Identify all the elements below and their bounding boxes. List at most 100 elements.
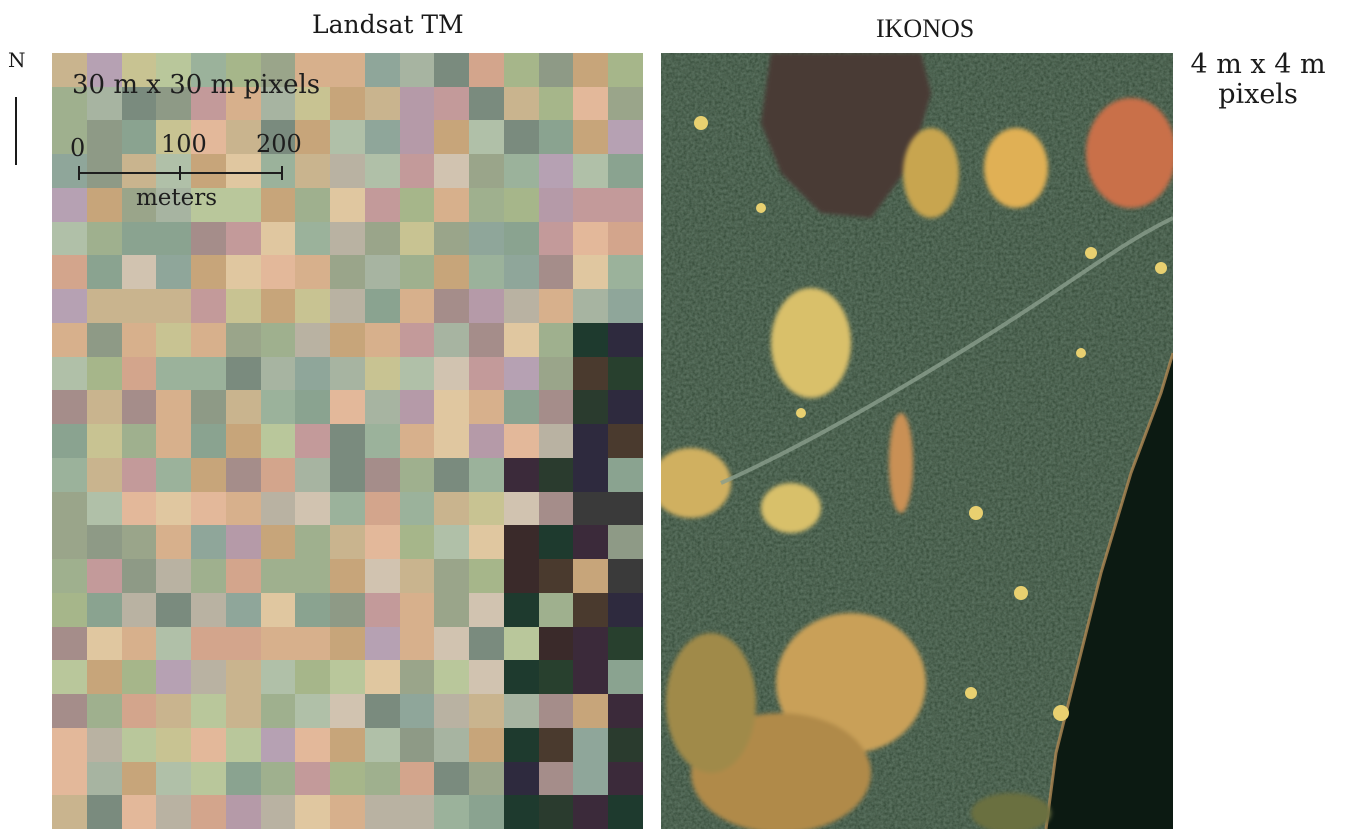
landsat-pixel	[503, 322, 539, 357]
landsat-pixel	[364, 626, 400, 661]
landsat-pixel	[608, 154, 643, 188]
landsat-pixel	[225, 390, 261, 425]
landsat-pixel	[608, 491, 643, 526]
landsat-pixel	[52, 221, 87, 256]
landsat-pixel	[573, 154, 609, 188]
landsat-pixel	[434, 120, 470, 155]
landsat-pixel	[225, 457, 261, 492]
landsat-pixel	[52, 795, 87, 829]
landsat-pixel	[191, 457, 226, 492]
landsat-pixel	[469, 289, 504, 323]
landsat-pixel	[469, 322, 504, 357]
landsat-pixel	[260, 727, 296, 762]
landsat-pixel	[260, 761, 296, 796]
landsat-pixel	[295, 356, 331, 391]
landsat-pixel	[330, 289, 365, 323]
landsat-pixel	[469, 761, 504, 796]
landsat-pixel	[260, 289, 296, 323]
landsat-pixel	[573, 120, 609, 155]
landsat-pixel	[260, 120, 296, 155]
landsat-pixel	[121, 491, 157, 526]
ikonos-pixel-size-line2: pixels	[1218, 79, 1298, 110]
landsat-pixel	[156, 727, 192, 762]
landsat-pixel	[295, 660, 331, 695]
landsat-pixel	[86, 390, 122, 425]
landsat-pixel	[573, 660, 609, 695]
landsat-pixel	[330, 53, 365, 87]
landsat-pixel	[156, 255, 192, 290]
landsat-pixel	[156, 694, 192, 728]
landsat-pixel	[52, 289, 87, 323]
landsat-pixel	[469, 255, 504, 290]
landsat-pixel	[434, 187, 470, 222]
landsat-pixel	[538, 187, 574, 222]
landsat-pixel	[191, 761, 226, 796]
landsat-pixel	[434, 727, 470, 762]
landsat-pixel	[52, 255, 87, 290]
landsat-pixel	[260, 187, 296, 222]
landsat-pixel	[469, 592, 504, 627]
landsat-pixel	[364, 491, 400, 526]
landsat-pixel	[191, 727, 226, 762]
landsat-pixel	[156, 289, 192, 323]
landsat-pixel	[295, 761, 331, 796]
landsat-pixel	[608, 694, 643, 728]
landsat-pixel	[260, 795, 296, 829]
landsat-pixel	[364, 795, 400, 829]
landsat-pixel	[295, 289, 331, 323]
landsat-pixel	[538, 322, 574, 357]
landsat-pixel	[469, 660, 504, 695]
landsat-pixel	[260, 356, 296, 391]
landsat-pixel	[573, 187, 609, 222]
landsat-pixel	[191, 491, 226, 526]
landsat-pixel	[399, 86, 435, 121]
landsat-pixel	[295, 525, 331, 560]
landsat-pixel	[121, 289, 157, 323]
ikonos-pixel-size-label: 4 m x 4 m pixels	[1178, 50, 1338, 110]
landsat-pixel	[469, 390, 504, 425]
ikonos-title: IKONOS	[876, 14, 975, 43]
landsat-pixel	[434, 559, 470, 593]
landsat-pixel	[434, 390, 470, 425]
landsat-pixel	[260, 457, 296, 492]
landsat-pixel	[434, 154, 470, 188]
landsat-pixel	[295, 626, 331, 661]
scale-unit-label: meters	[136, 185, 218, 211]
landsat-pixel	[86, 761, 122, 796]
landsat-pixel	[86, 424, 122, 458]
landsat-pixel	[538, 154, 574, 188]
landsat-pixel	[364, 187, 400, 222]
landsat-pixel	[121, 592, 157, 627]
landsat-pixel	[364, 390, 400, 425]
landsat-pixel	[538, 289, 574, 323]
landsat-pixel	[538, 356, 574, 391]
landsat-pixel	[364, 120, 400, 155]
landsat-pixel	[503, 390, 539, 425]
landsat-pixel	[260, 53, 296, 87]
landsat-pixel	[156, 221, 192, 256]
landsat-pixel	[156, 424, 192, 458]
landsat-pixel	[225, 53, 261, 87]
landsat-pixel	[86, 592, 122, 627]
landsat-pixel	[330, 626, 365, 661]
landsat-pixel	[121, 154, 157, 188]
landsat-pixel	[121, 761, 157, 796]
landsat-pixel	[364, 525, 400, 560]
landsat-pixel	[399, 457, 435, 492]
landsat-pixel	[399, 53, 435, 87]
landsat-pixel	[538, 457, 574, 492]
landsat-pixel	[52, 761, 87, 796]
landsat-pixel	[573, 53, 609, 87]
landsat-pixel	[52, 187, 87, 222]
landsat-pixel	[503, 53, 539, 87]
landsat-pixel	[399, 559, 435, 593]
landsat-pixel	[503, 187, 539, 222]
landsat-pixel	[434, 592, 470, 627]
landsat-pixel	[434, 761, 470, 796]
landsat-pixel	[399, 154, 435, 188]
landsat-pixel	[364, 660, 400, 695]
scale-tick-200	[281, 166, 283, 180]
landsat-pixel	[434, 694, 470, 728]
landsat-pixel	[52, 727, 87, 762]
landsat-pixel	[86, 120, 122, 155]
